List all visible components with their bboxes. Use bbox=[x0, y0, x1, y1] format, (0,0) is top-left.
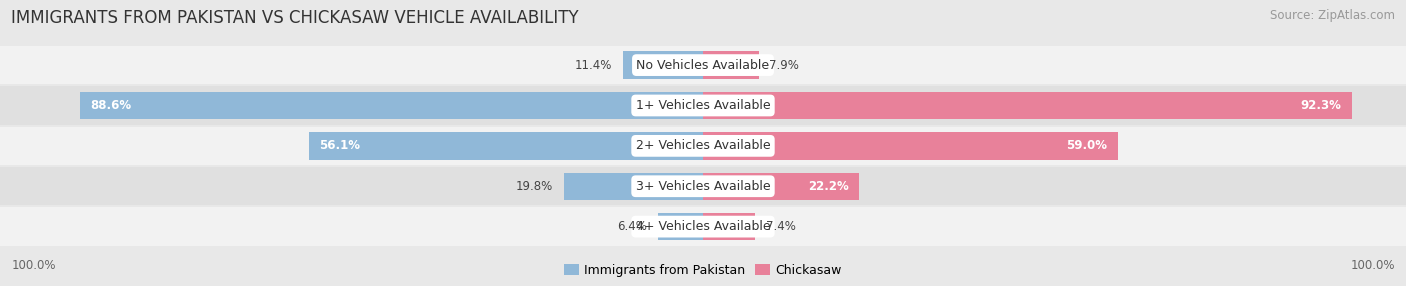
Bar bbox=[703, 132, 1118, 160]
Bar bbox=[564, 172, 703, 200]
Legend: Immigrants from Pakistan, Chickasaw: Immigrants from Pakistan, Chickasaw bbox=[564, 264, 842, 277]
Bar bbox=[80, 92, 703, 119]
Text: 59.0%: 59.0% bbox=[1066, 139, 1108, 152]
Bar bbox=[0, 167, 1406, 205]
Text: 22.2%: 22.2% bbox=[808, 180, 849, 193]
Text: 92.3%: 92.3% bbox=[1301, 99, 1341, 112]
Text: 4+ Vehicles Available: 4+ Vehicles Available bbox=[636, 220, 770, 233]
Bar bbox=[0, 127, 1406, 165]
Text: 7.4%: 7.4% bbox=[765, 220, 796, 233]
Text: IMMIGRANTS FROM PAKISTAN VS CHICKASAW VEHICLE AVAILABILITY: IMMIGRANTS FROM PAKISTAN VS CHICKASAW VE… bbox=[11, 9, 579, 27]
Text: 6.4%: 6.4% bbox=[617, 220, 647, 233]
Bar bbox=[623, 51, 703, 79]
Bar bbox=[0, 86, 1406, 125]
Bar bbox=[658, 213, 703, 240]
Text: 11.4%: 11.4% bbox=[575, 59, 613, 72]
Bar bbox=[703, 172, 859, 200]
Bar bbox=[703, 213, 755, 240]
Text: 2+ Vehicles Available: 2+ Vehicles Available bbox=[636, 139, 770, 152]
Bar bbox=[0, 46, 1406, 84]
Text: 100.0%: 100.0% bbox=[1350, 259, 1395, 272]
Text: 7.9%: 7.9% bbox=[769, 59, 799, 72]
Bar bbox=[703, 92, 1353, 119]
Bar bbox=[308, 132, 703, 160]
Text: No Vehicles Available: No Vehicles Available bbox=[637, 59, 769, 72]
Bar bbox=[703, 51, 759, 79]
Text: 88.6%: 88.6% bbox=[91, 99, 132, 112]
Text: 19.8%: 19.8% bbox=[516, 180, 554, 193]
Text: 3+ Vehicles Available: 3+ Vehicles Available bbox=[636, 180, 770, 193]
Text: Source: ZipAtlas.com: Source: ZipAtlas.com bbox=[1270, 9, 1395, 21]
Text: 56.1%: 56.1% bbox=[319, 139, 360, 152]
Bar bbox=[0, 207, 1406, 246]
Text: 1+ Vehicles Available: 1+ Vehicles Available bbox=[636, 99, 770, 112]
Text: 100.0%: 100.0% bbox=[11, 259, 56, 272]
